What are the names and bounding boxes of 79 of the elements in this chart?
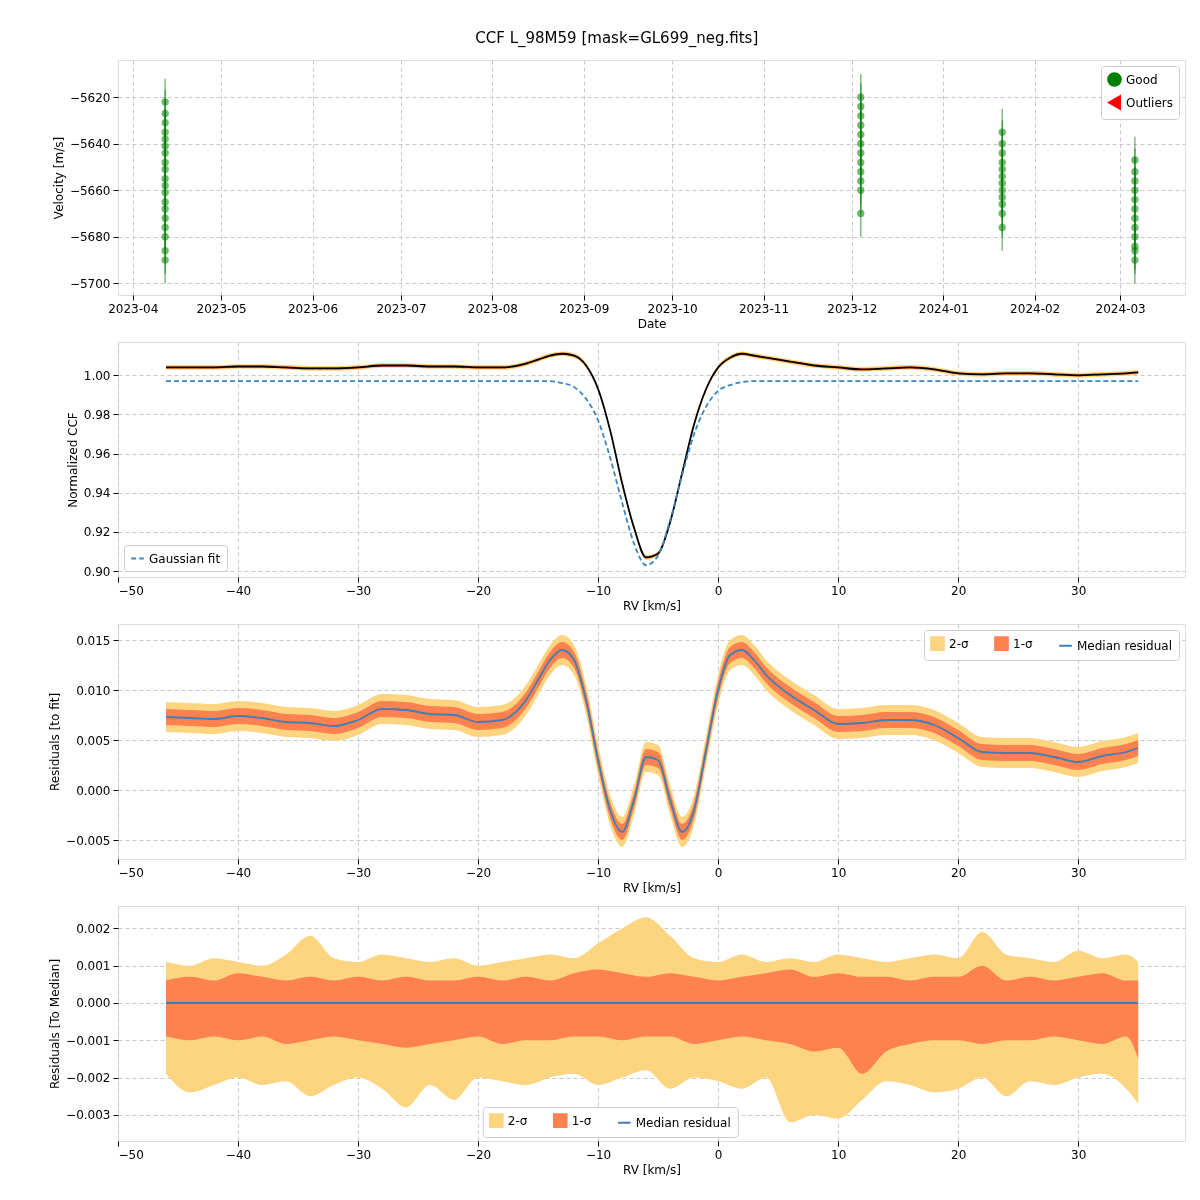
x-tick-label: 2023-12 (827, 301, 878, 316)
y-axis-title: Residuals [to fit] (48, 692, 63, 792)
x-tick-label: 2024-02 (1010, 301, 1061, 316)
x-tick-label: 2023-05 (196, 301, 247, 316)
y-tick-label: 0.000 (76, 996, 111, 1011)
y-tick-label: 0.000 (76, 783, 111, 798)
y-tick-label: 0.96 (83, 447, 111, 462)
legend-label: 2-σ (507, 1113, 528, 1128)
y-tick-label: −5640 (69, 137, 111, 152)
y-tick-label: 0.001 (76, 959, 111, 974)
x-tick-label: 20 (951, 1147, 967, 1162)
legend-label: Median residual (1077, 638, 1173, 653)
x-tick-label: 20 (951, 583, 967, 598)
legend-label: Median residual (635, 1115, 731, 1130)
x-tick-label: 2023-08 (467, 301, 518, 316)
y-axis-title: Residuals [To Median] (48, 958, 63, 1090)
x-tick-label: 10 (830, 865, 847, 880)
x-axis-title: RV [km/s] (622, 1162, 682, 1177)
y-axis-title: Velocity [m/s] (51, 136, 66, 220)
y-tick-label: 1.00 (83, 368, 111, 383)
x-tick-label: −10 (585, 1147, 612, 1162)
x-tick-label: −50 (118, 583, 144, 598)
x-tick-label: 2023-11 (738, 301, 790, 316)
y-tick-label: 0.010 (76, 683, 111, 698)
y-tick-label: 0.90 (83, 564, 111, 579)
x-tick-label: −20 (465, 865, 492, 880)
legend-label: Good (1126, 72, 1158, 87)
y-tick-label: 0.98 (83, 407, 111, 422)
x-tick-label: −40 (225, 1147, 252, 1162)
y-tick-label: −0.003 (66, 1108, 111, 1123)
y-tick-label: −5680 (69, 230, 111, 245)
x-tick-label: 10 (830, 1147, 847, 1162)
legend-label: 2-σ (949, 636, 969, 651)
y-axis-title: Normalized CCF (65, 412, 80, 508)
y-tick-label: −0.002 (66, 1071, 111, 1086)
y-tick-label: 0.002 (76, 921, 111, 936)
y-tick-label: −5660 (69, 183, 111, 198)
x-tick-label: 2023-10 (647, 301, 698, 316)
x-tick-label: 2023-06 (287, 301, 339, 316)
x-tick-label: −30 (345, 865, 372, 880)
x-tick-label: 10 (830, 583, 847, 598)
x-tick-label: −20 (465, 1147, 492, 1162)
x-tick-label: −40 (225, 583, 252, 598)
y-tick-label: 0.005 (76, 733, 111, 748)
y-tick-label: 0.92 (83, 525, 111, 540)
x-tick-label: 2023-04 (108, 301, 159, 316)
x-tick-label: −10 (585, 865, 612, 880)
x-tick-label: 0 (714, 1147, 723, 1162)
legend-label: Gaussian fit (149, 551, 221, 566)
x-tick-label: 0 (714, 865, 723, 880)
x-axis-title: RV [km/s] (622, 880, 682, 895)
x-tick-label: 20 (951, 865, 967, 880)
legend-label: Outliers (1126, 95, 1173, 110)
y-tick-label: −0.001 (66, 1033, 111, 1048)
x-tick-label: 30 (1071, 865, 1087, 880)
x-tick-label: −30 (345, 1147, 372, 1162)
y-tick-label: −5700 (69, 276, 111, 291)
x-tick-label: 2023-09 (559, 301, 610, 316)
x-tick-label: 30 (1071, 1147, 1087, 1162)
x-tick-label: 30 (1071, 583, 1087, 598)
x-tick-label: 0 (714, 583, 723, 598)
x-tick-label: −30 (345, 583, 372, 598)
x-tick-label: −50 (118, 865, 144, 880)
legend-label: 1-σ (1013, 636, 1033, 651)
chart-title: CCF L_98M59 [mask=GL699_neg.fits] (475, 28, 759, 48)
y-tick-label: 0.94 (83, 486, 111, 501)
x-axis-title: Date (637, 316, 667, 331)
legend-label: 1-σ (571, 1113, 592, 1128)
x-tick-label: −10 (585, 583, 612, 598)
x-axis-title: RV [km/s] (622, 598, 682, 613)
x-tick-label: −40 (225, 865, 252, 880)
x-tick-label: 2024-01 (918, 301, 969, 316)
x-tick-label: 2023-07 (376, 301, 427, 316)
y-tick-label: 0.015 (76, 633, 111, 648)
x-tick-label: −20 (465, 583, 492, 598)
x-tick-label: 2024-03 (1095, 301, 1146, 316)
y-tick-label: −0.005 (66, 833, 111, 848)
y-tick-label: −5620 (69, 90, 111, 105)
x-tick-label: −50 (118, 1147, 144, 1162)
